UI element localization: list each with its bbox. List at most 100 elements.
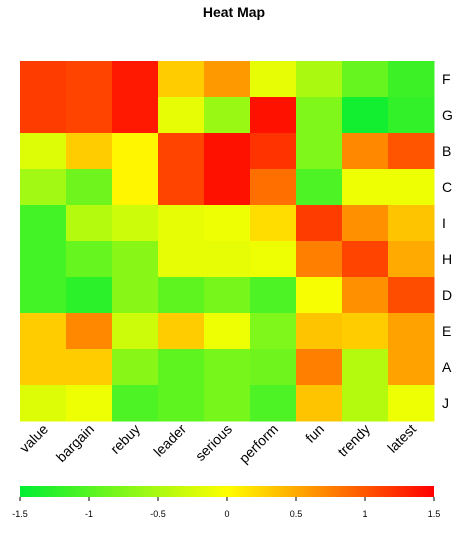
- heatmap-cell: [388, 61, 435, 98]
- heatmap-cell: [20, 61, 67, 98]
- column-label: perform: [236, 421, 281, 466]
- row-label: I: [442, 215, 446, 231]
- heatmap-cell: [342, 133, 389, 170]
- column-label: serious: [192, 421, 235, 464]
- heatmap-cell: [66, 97, 113, 134]
- heatmap-cell: [20, 133, 67, 170]
- heatmap-cell: [112, 61, 159, 98]
- row-label: H: [442, 251, 452, 267]
- heatmap-cell: [20, 313, 67, 350]
- heatmap-cell: [250, 133, 297, 170]
- heatmap-cell: [66, 313, 113, 350]
- heatmap-cell: [20, 169, 67, 206]
- heatmap-cell: [66, 241, 113, 278]
- heatmap-cell: [342, 61, 389, 98]
- heatmap-cell: [20, 205, 67, 242]
- heatmap-cell: [250, 385, 297, 422]
- heatmap-cell: [342, 169, 389, 206]
- heatmap-cell: [388, 205, 435, 242]
- heatmap-cell: [112, 169, 159, 206]
- heatmap-cell: [342, 205, 389, 242]
- column-label: leader: [150, 421, 189, 460]
- heatmap-cell: [20, 241, 67, 278]
- column-label: bargain: [53, 421, 97, 465]
- colorbar-tick-label: 0: [224, 509, 229, 519]
- heatmap-cell: [388, 349, 435, 386]
- heatmap-cell: [388, 241, 435, 278]
- heatmap-cell: [250, 169, 297, 206]
- heatmap-cell: [250, 241, 297, 278]
- heatmap-cell: [20, 277, 67, 314]
- row-label: C: [442, 179, 452, 195]
- colorbar-tick-label: -0.5: [150, 509, 166, 519]
- heatmap-cell: [250, 61, 297, 98]
- heatmap-cell: [204, 385, 251, 422]
- heatmap-cell: [204, 169, 251, 206]
- heatmap-cell: [20, 97, 67, 134]
- heatmap-cell: [342, 277, 389, 314]
- heatmap-cell: [204, 313, 251, 350]
- row-label: F: [442, 71, 451, 87]
- row-label: G: [442, 107, 453, 123]
- colorbar-tick-label: 0.5: [290, 509, 303, 519]
- heatmap-cell: [66, 385, 113, 422]
- column-label: rebuy: [107, 421, 143, 457]
- heatmap-cell: [388, 133, 435, 170]
- colorbar-tick-label: -1.5: [12, 509, 28, 519]
- colorbar-tick-label: 1: [362, 509, 367, 519]
- heatmap-cell: [204, 349, 251, 386]
- heatmap-cell: [158, 97, 205, 134]
- heatmap-cell: [112, 313, 159, 350]
- heatmap-cell: [158, 61, 205, 98]
- column-label: trendy: [334, 421, 373, 460]
- row-label: E: [442, 323, 451, 339]
- heatmap-cell: [296, 169, 343, 206]
- heatmap-cell: [66, 61, 113, 98]
- heatmap-cell: [112, 205, 159, 242]
- heatmap-cell: [250, 205, 297, 242]
- heatmap-cell: [158, 169, 205, 206]
- heatmap-cell: [296, 349, 343, 386]
- colorbar: [20, 486, 434, 497]
- colorbar-tick-label: 1.5: [428, 509, 441, 519]
- heatmap-cell: [66, 133, 113, 170]
- heatmap-cell: [342, 385, 389, 422]
- heatmap-cell: [158, 385, 205, 422]
- heatmap-cell: [112, 349, 159, 386]
- heatmap-cell: [66, 349, 113, 386]
- heatmap-cell: [204, 133, 251, 170]
- heatmap-cell: [250, 97, 297, 134]
- heatmap-cell: [342, 349, 389, 386]
- heatmap-cell: [66, 169, 113, 206]
- heatmap-cell: [342, 97, 389, 134]
- heatmap-cell: [158, 133, 205, 170]
- heatmap-cell: [388, 385, 435, 422]
- row-label: J: [442, 395, 449, 411]
- heatmap-cell: [296, 277, 343, 314]
- heatmap-cell: [250, 277, 297, 314]
- heatmap-cell: [204, 241, 251, 278]
- heatmap-cell: [296, 241, 343, 278]
- heatmap-cell: [204, 97, 251, 134]
- column-label: fun: [302, 421, 327, 446]
- heatmap-cell: [296, 61, 343, 98]
- heatmap-cell: [112, 385, 159, 422]
- heatmap-cell: [388, 169, 435, 206]
- row-label: A: [442, 359, 452, 375]
- row-label: B: [442, 143, 451, 159]
- heatmap-cell: [158, 313, 205, 350]
- heatmap-cell: [66, 205, 113, 242]
- column-label: latest: [384, 421, 419, 456]
- heatmap-cell: [112, 241, 159, 278]
- column-label: value: [16, 421, 51, 456]
- heatmap-cell: [342, 241, 389, 278]
- heatmap-cell: [296, 385, 343, 422]
- heatmap-cell: [388, 97, 435, 134]
- heatmap-cell: [250, 349, 297, 386]
- heatmap-cell: [204, 205, 251, 242]
- heatmap-cell: [66, 277, 113, 314]
- chart-title: Heat Map: [202, 4, 266, 20]
- heatmap-cell: [342, 313, 389, 350]
